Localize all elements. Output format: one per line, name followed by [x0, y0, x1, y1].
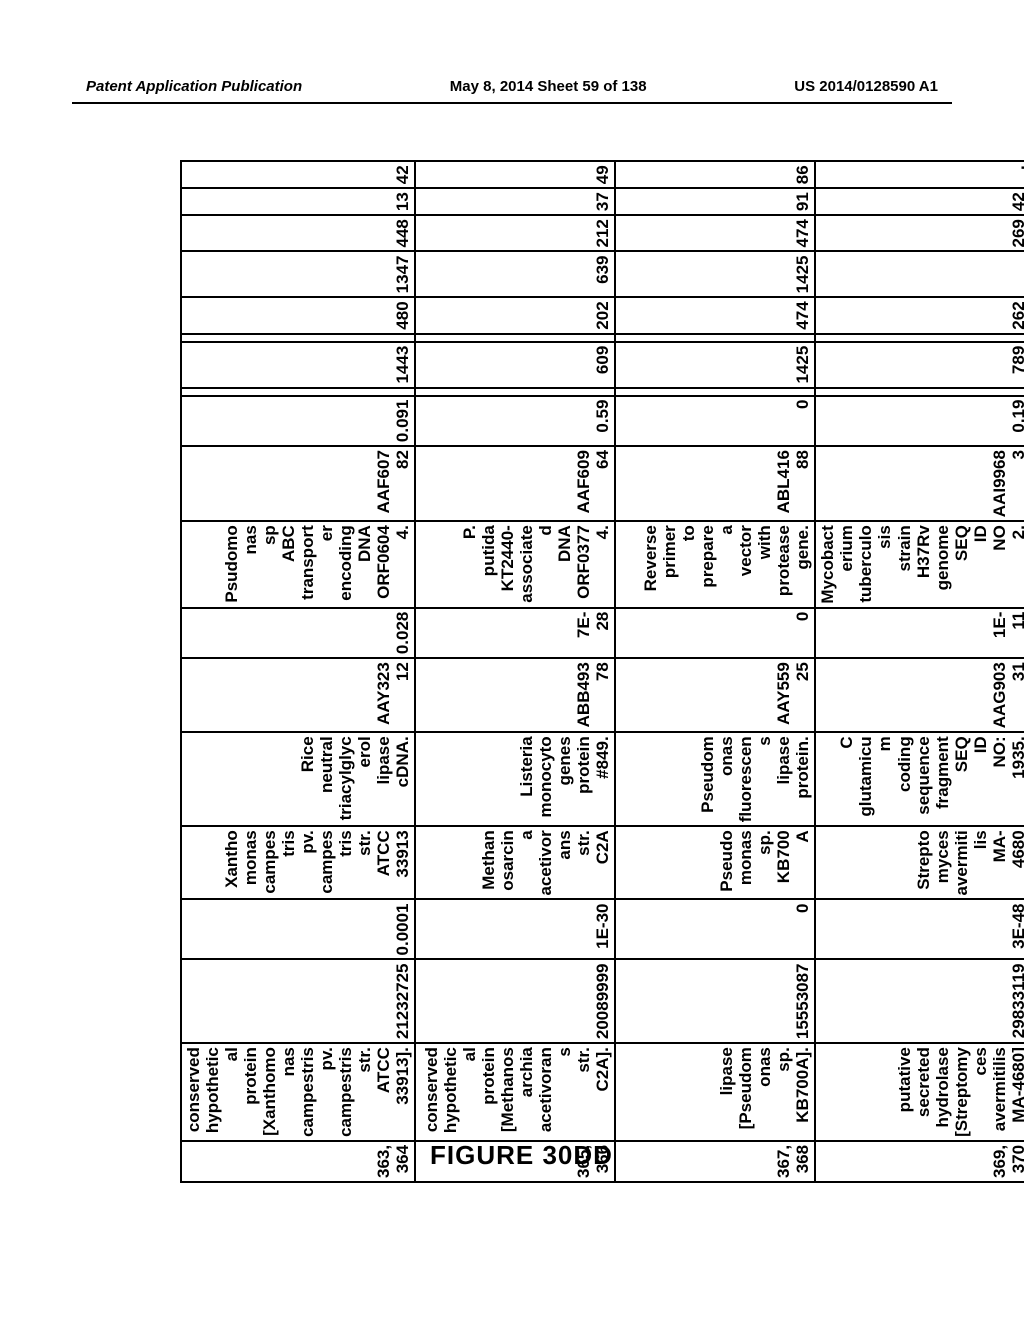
- table-cell: 480: [181, 297, 415, 333]
- table-cell: MycobacteriumtuberculosisstrainH37Rvgeno…: [815, 521, 1024, 607]
- table-cell: 448: [181, 215, 415, 251]
- table-cell: 0.0001: [181, 899, 415, 959]
- table-cell: lipase[Pseudomonassp.KB700A].: [615, 1043, 815, 1141]
- table-cell: 13: [181, 188, 415, 215]
- table-cell: PsudomonasspABCtransporterencodingDNAORF…: [181, 521, 415, 607]
- table-cell: Xanthomonascampestrispv.campestrisstr.AT…: [181, 826, 415, 899]
- table-cell: 0.091: [181, 396, 415, 447]
- table-cell: 367, 368: [615, 1141, 815, 1182]
- table-cell: 37: [415, 188, 615, 215]
- table-cell: [181, 388, 415, 396]
- table-cell: 1443: [181, 342, 415, 388]
- table-cell: [615, 334, 815, 342]
- table-cell: 20089999: [415, 959, 615, 1043]
- table-cell: ABL41688: [615, 446, 815, 521]
- table-cell: 363, 364: [181, 1141, 415, 1182]
- table-cell: Reverseprimertoprepareavectorwithproteas…: [615, 521, 815, 607]
- table-cell: conservedhypotheticalprotein[Xanthomonas…: [181, 1043, 415, 1141]
- table-cell: 1E-30: [415, 899, 615, 959]
- table-cell: P.putidaKT2440-associatedDNAORF03774.: [415, 521, 615, 607]
- table-cell: CglutamicumcodingsequencefragmentSEQIDNO…: [815, 732, 1024, 826]
- table-cell: ABB49378: [415, 658, 615, 732]
- table-cell: 15553087: [615, 959, 815, 1043]
- table-cell: 3E-48: [815, 899, 1024, 959]
- table-cell: 49: [415, 161, 615, 188]
- table-cell: [815, 388, 1024, 396]
- table-cell: 0: [615, 608, 815, 659]
- table-cell: AAY55925: [615, 658, 815, 732]
- figure-table-wrap: 363, 364conservedhypotheticalprotein[Xan…: [180, 160, 1024, 1183]
- table-cell: [181, 334, 415, 342]
- table-cell: putativesecretedhydrolase[Streptomycesav…: [815, 1043, 1024, 1141]
- table-cell: 91: [615, 188, 815, 215]
- table-cell: AAG90331: [815, 658, 1024, 732]
- table-cell: 639: [415, 252, 615, 298]
- table-cell: 789: [815, 342, 1024, 388]
- table-cell: 1425: [615, 252, 815, 298]
- table-cell: 0.028: [181, 608, 415, 659]
- table-cell: 474: [615, 215, 815, 251]
- table-cell: Pseudomonassp.KB700A: [615, 826, 815, 899]
- table-cell: AAF60782: [181, 446, 415, 521]
- sequence-table: 363, 364conservedhypotheticalprotein[Xan…: [180, 160, 1024, 1183]
- table-cell: [415, 334, 615, 342]
- header-center: May 8, 2014 Sheet 59 of 138: [450, 78, 647, 95]
- table-cell: AAI99683: [815, 446, 1024, 521]
- table-cell: 1E-11: [815, 608, 1024, 659]
- table-cell: Methanosarcinaacetivoransstr.C2A: [415, 826, 615, 899]
- table-cell: 609: [415, 342, 615, 388]
- table-cell: conservedhypotheticalprotein[Methanosarc…: [415, 1043, 615, 1141]
- table-cell: 86: [615, 161, 815, 188]
- table-cell: [615, 388, 815, 396]
- table-cell: 21232725: [181, 959, 415, 1043]
- table-cell: RiceneutraltriacylglycerollipasecDNA.: [181, 732, 415, 826]
- table-cell: 42: [181, 161, 415, 188]
- table-cell: AAY32312: [181, 658, 415, 732]
- table-cell: 1347: [181, 252, 415, 298]
- table-cell: 474: [615, 297, 815, 333]
- header-left: Patent Application Publication: [86, 78, 302, 95]
- table-cell: 29833119: [815, 959, 1024, 1043]
- table-cell: 369, 370: [815, 1141, 1024, 1182]
- table-cell: Listeriamonocytogenesprotein#849.: [415, 732, 615, 826]
- table-cell: [815, 334, 1024, 342]
- header-rule: [72, 102, 952, 104]
- table-cell: [415, 388, 615, 396]
- figure-label: FIGURE 30DD: [430, 1140, 613, 1171]
- table-cell: StreptomycesavermitilisMA-4680: [815, 826, 1024, 899]
- table-cell: 262: [815, 297, 1024, 333]
- table-cell: 269: [815, 215, 1024, 251]
- table-cell: 0.59: [415, 396, 615, 447]
- table-cell: 0: [615, 396, 815, 447]
- table-cell: 7E-28: [415, 608, 615, 659]
- header-right: US 2014/0128590 A1: [794, 78, 938, 95]
- table-cell: 0: [615, 899, 815, 959]
- table-cell: AAF60964: [415, 446, 615, 521]
- table-cell: 212: [415, 215, 615, 251]
- table-cell: 202: [415, 297, 615, 333]
- page-header: Patent Application Publication May 8, 20…: [0, 78, 1024, 95]
- table-cell: [815, 252, 1024, 298]
- table-cell: Pseudomonasfluorescenslipaseprotein.: [615, 732, 815, 826]
- table-cell: 0.19: [815, 396, 1024, 447]
- table-cell: 42: [815, 188, 1024, 215]
- table-cell: 1425: [615, 342, 815, 388]
- table-cell: .: [815, 161, 1024, 188]
